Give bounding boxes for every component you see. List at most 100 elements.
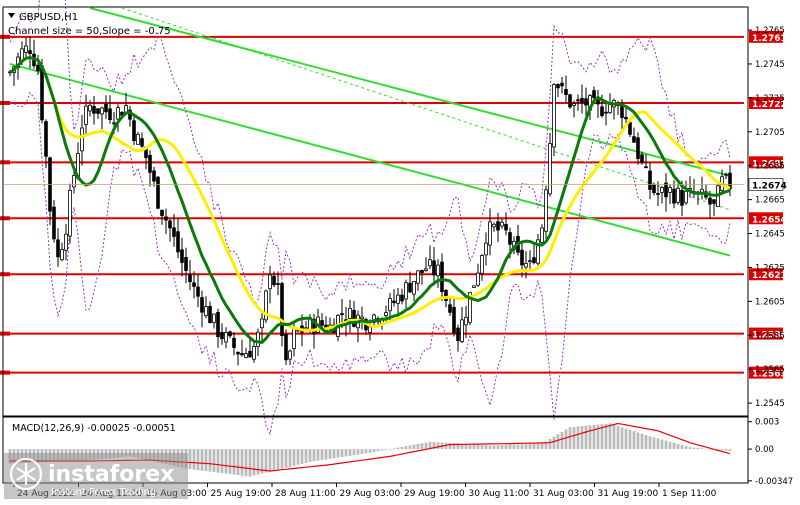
candle-body: [536, 239, 540, 264]
macd-histogram-bar: [136, 449, 140, 459]
candle-body: [252, 346, 256, 360]
macd-histogram-bar: [524, 444, 528, 450]
level-marker-left: [0, 370, 10, 375]
macd-histogram-bar: [40, 449, 44, 463]
candle-body: [468, 292, 472, 323]
macd-histogram-bar: [636, 432, 640, 450]
macd-histogram-bar: [140, 449, 144, 459]
macd-histogram-bar: [48, 449, 52, 462]
macd-histogram-bar: [656, 438, 660, 450]
macd-histogram-bar: [336, 449, 340, 458]
y-tick-label: 1.2625: [755, 263, 785, 273]
x-tick-label: 28 Aug 11:00: [275, 489, 336, 499]
macd-histogram-bar: [456, 443, 460, 450]
candle-body: [140, 138, 144, 147]
y-tick-label: 1.2725: [755, 94, 785, 104]
candle-body: [92, 105, 96, 114]
macd-histogram-bar: [316, 449, 320, 461]
candle-body: [320, 320, 324, 326]
macd-histogram-bar: [372, 449, 376, 453]
channel-midline: [121, 7, 731, 211]
macd-histogram-bar: [304, 449, 308, 463]
macd-histogram-bar: [384, 449, 388, 450]
macd-histogram-bar: [308, 449, 312, 462]
candle-body: [520, 249, 524, 266]
macd-histogram-bar: [548, 438, 552, 450]
candle-body: [208, 305, 212, 324]
macd-histogram-bar: [404, 446, 408, 450]
macd-histogram-bar: [544, 441, 548, 450]
macd-histogram-bar: [724, 449, 728, 451]
candle-body: [728, 172, 732, 190]
macd-histogram-bar: [484, 445, 488, 450]
candle-body: [72, 175, 76, 188]
candle-body: [112, 122, 116, 125]
candle-body: [488, 221, 492, 246]
candle-body: [44, 121, 48, 157]
macd-histogram-bar: [124, 449, 128, 457]
candle-body: [420, 269, 424, 273]
macd-histogram-bar: [288, 449, 292, 467]
candle-body: [640, 154, 644, 163]
macd-histogram-bar: [448, 442, 452, 450]
macd-histogram-bar: [444, 442, 448, 450]
macd-histogram-bar: [516, 444, 520, 450]
macd-histogram-bar: [488, 445, 492, 450]
candle-body: [408, 282, 412, 293]
candle-body: [500, 221, 504, 227]
symbol-dropdown-icon[interactable]: [8, 13, 15, 18]
candle-body: [464, 316, 468, 326]
macd-histogram-bar: [468, 444, 472, 450]
macd-histogram-bar: [260, 449, 264, 474]
candle-body: [212, 313, 216, 323]
macd-histogram-bar: [716, 449, 720, 450]
candle-body: [572, 103, 576, 106]
macd-histogram-bar: [244, 449, 248, 477]
macd-histogram-bar: [76, 449, 80, 461]
macd-histogram-bar: [552, 436, 556, 450]
macd-pane-frame: [2, 416, 749, 484]
level-marker-left: [0, 216, 10, 221]
candle-body: [556, 84, 560, 89]
candle-body: [80, 127, 84, 152]
x-tick-label: 24 Aug 11:00: [82, 489, 143, 499]
candle-body: [604, 111, 608, 114]
candle-body: [104, 103, 108, 113]
macd-histogram-bar: [216, 449, 220, 473]
macd-histogram-bar: [472, 444, 476, 450]
candle-body: [632, 136, 636, 143]
candle-body: [584, 98, 588, 106]
macd-histogram-bar: [512, 444, 516, 450]
x-tick-label: 31 Aug 19:00: [598, 489, 659, 499]
y-tick-label: 1.2545: [755, 399, 785, 409]
candle-body: [444, 289, 448, 301]
candle-body: [708, 197, 712, 205]
y-tick-label: 1.2745: [755, 60, 785, 70]
candle-body: [248, 350, 252, 358]
macd-histogram-bar: [200, 449, 204, 471]
macd-y-tick-label: -0.00347: [755, 477, 793, 487]
macd-histogram-bar: [108, 449, 112, 459]
macd-histogram-bar: [28, 449, 32, 463]
macd-histogram-bar: [172, 449, 176, 466]
candle-body: [288, 350, 292, 360]
macd-histogram-bar: [720, 449, 724, 451]
macd-histogram-bar: [36, 449, 40, 463]
macd-histogram-bar: [96, 449, 100, 460]
candle-body: [600, 106, 604, 117]
moving-average-fast-line: [9, 55, 731, 344]
candle-body: [216, 312, 220, 338]
y-tick-label: 1.2605: [755, 297, 785, 307]
candle-body: [24, 45, 28, 53]
macd-histogram-bar: [684, 446, 688, 450]
candle-body: [452, 307, 456, 334]
candle-body: [220, 332, 224, 340]
macd-histogram-bar: [700, 448, 704, 450]
candle-body: [480, 255, 484, 274]
candle-body: [492, 223, 496, 228]
candle-body: [540, 227, 544, 243]
current-price-label: 1.2674: [752, 181, 787, 191]
channel-boundary-line: [89, 7, 731, 177]
candle-body: [532, 257, 536, 264]
